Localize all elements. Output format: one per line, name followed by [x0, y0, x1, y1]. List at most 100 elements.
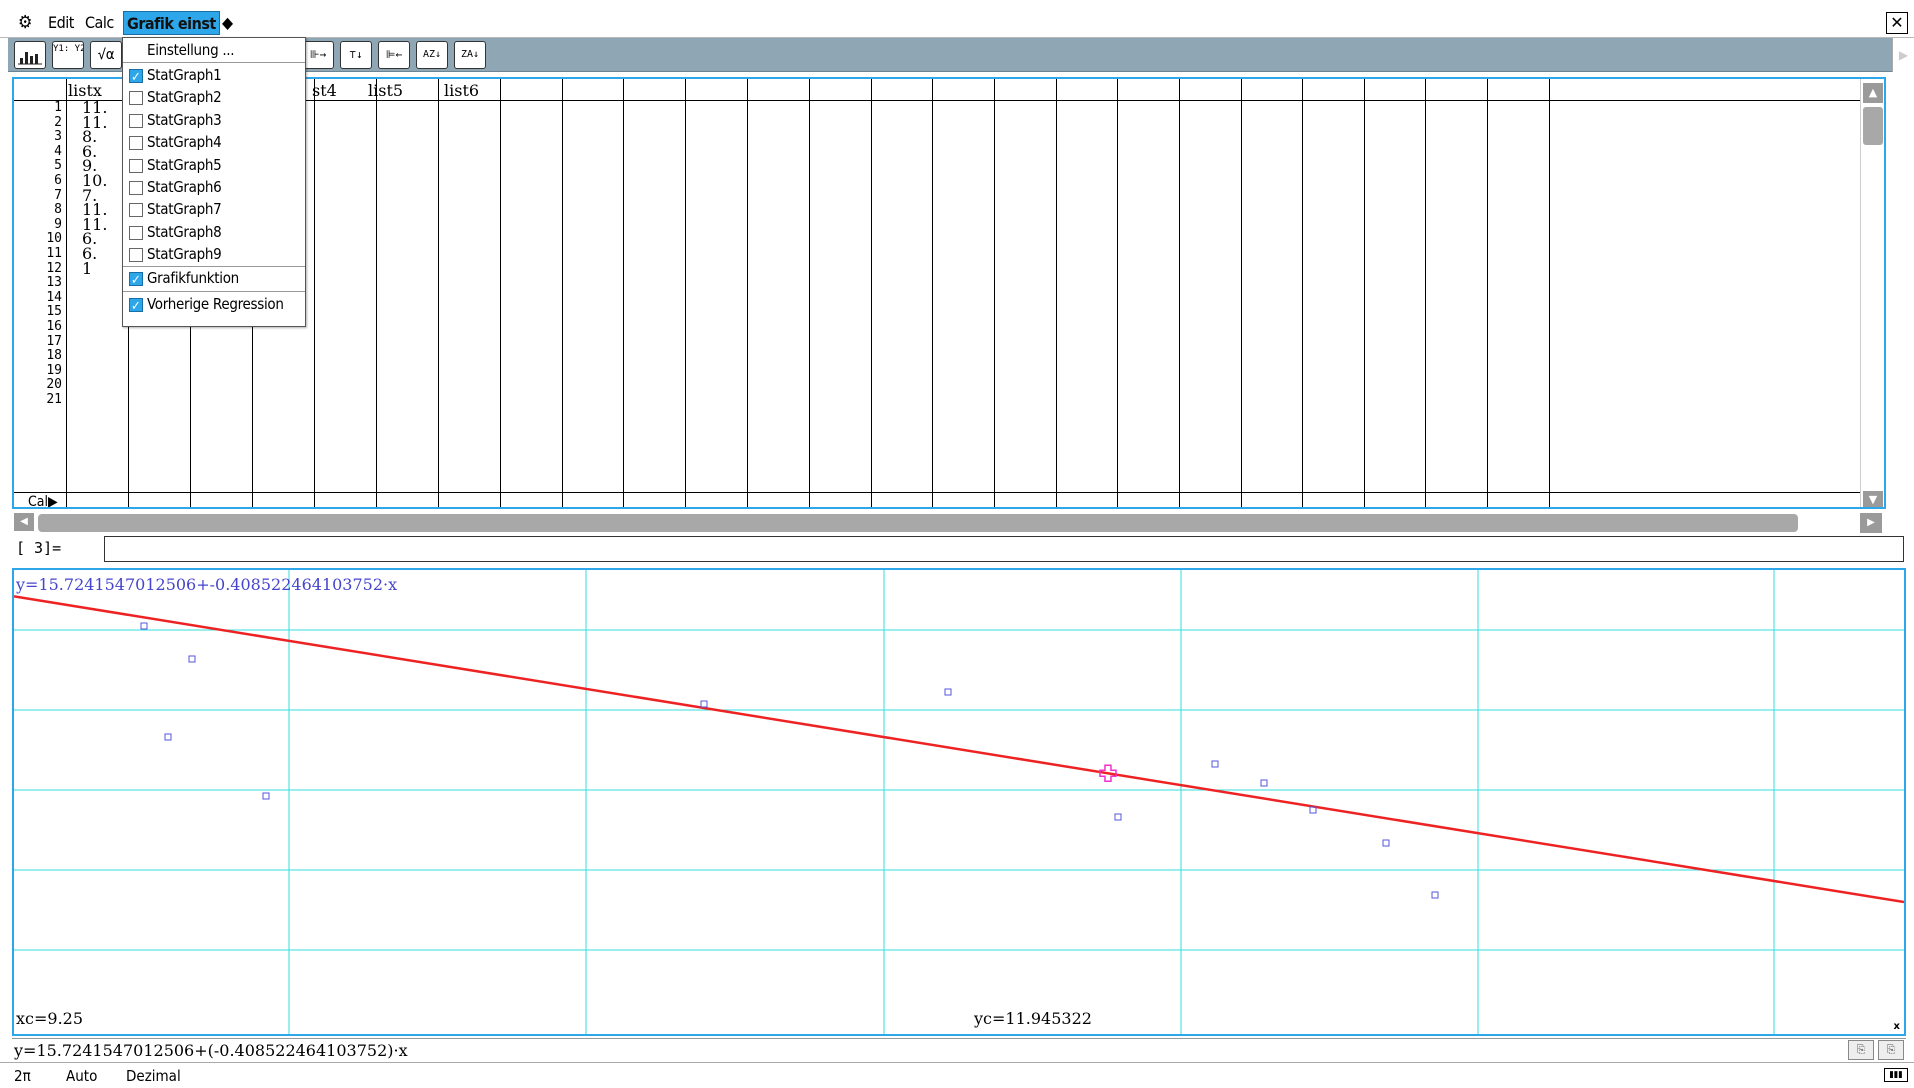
row-number[interactable]: 17 [46, 333, 62, 349]
scroll-down-icon[interactable]: ▼ [1863, 491, 1883, 507]
listx-cell[interactable]: 11. [82, 112, 108, 132]
menu-item-statgraph5[interactable]: StatGraph5 [123, 154, 305, 177]
cal-label[interactable]: Cal▶ [28, 494, 58, 509]
insert-row-icon[interactable]: ⊤↓ [340, 41, 372, 69]
row-number[interactable]: 7 [54, 187, 62, 203]
horizontal-scroll-thumb[interactable] [38, 514, 1798, 532]
statgraph-label: StatGraph3 [147, 110, 222, 129]
statgraph-checkbox[interactable] [129, 113, 143, 128]
paste-icon[interactable]: ⎘ [1878, 1040, 1904, 1060]
toolbar-scroll-right-icon[interactable]: ▶ [1892, 38, 1914, 72]
listx-cell[interactable]: 11. [82, 200, 108, 220]
statgraph-checkbox[interactable] [129, 203, 143, 218]
sqrt-alpha-icon[interactable]: √α [90, 41, 122, 69]
vertical-scrollbar[interactable]: ▲ ▼ [1860, 79, 1884, 507]
menu-item-statgraph1[interactable]: StatGraph1 [123, 64, 305, 89]
menu-more-icon[interactable]: ◆ [222, 13, 233, 32]
listx-cell[interactable]: 6. [82, 141, 98, 161]
menu-edit[interactable]: Edit [48, 13, 74, 32]
listx-cell[interactable]: 10. [82, 171, 108, 190]
column-divider [376, 79, 377, 507]
column-header-list6[interactable]: list6 [444, 81, 480, 100]
column-divider [314, 79, 315, 507]
column-header-list4[interactable]: st4 [312, 81, 337, 100]
row-number[interactable]: 1 [54, 100, 62, 115]
menu-item-statgraph8[interactable]: StatGraph8 [123, 221, 305, 244]
sort-ascending-icon[interactable]: AZ↓ [416, 41, 448, 69]
row-number[interactable]: 9 [54, 216, 62, 232]
horizontal-scrollbar[interactable]: ◀ ▶ [12, 511, 1886, 533]
statgraph-checkbox[interactable] [129, 248, 143, 263]
listx-cell[interactable]: 1 [82, 258, 93, 278]
menu-calc[interactable]: Calc [85, 13, 114, 32]
scroll-up-icon[interactable]: ▲ [1863, 83, 1883, 103]
row-number[interactable]: 13 [46, 275, 62, 291]
row-number[interactable]: 20 [46, 377, 62, 393]
menu-item-statgraph7[interactable]: StatGraph7 [123, 198, 305, 221]
listx-cell[interactable]: 6. [82, 229, 98, 249]
vertical-scroll-thumb[interactable] [1863, 107, 1883, 145]
menu-item-statgraph2[interactable]: StatGraph2 [123, 86, 305, 109]
row-number[interactable]: 15 [46, 304, 62, 320]
statgraph-checkbox[interactable] [129, 158, 143, 173]
menu-grafik-einst[interactable]: Grafik einst [123, 11, 220, 35]
copy-icon[interactable]: ⎘ [1848, 1040, 1874, 1060]
column-header-listx[interactable]: listx [68, 81, 102, 100]
row-number[interactable]: 5 [54, 158, 62, 174]
statgraph-checkbox[interactable] [129, 225, 143, 240]
x-axis-marker: x [1893, 1021, 1900, 1032]
y-editor-icon[interactable]: Y1: Y2: [52, 41, 84, 69]
menu-item-statgraph9[interactable]: StatGraph9 [123, 243, 305, 266]
row-number[interactable]: 3 [54, 129, 62, 145]
vorherige-regression-checkbox[interactable] [129, 295, 143, 318]
menu-item-statgraph4[interactable]: StatGraph4 [123, 131, 305, 154]
column-divider [1241, 79, 1242, 507]
listx-cell[interactable]: 11. [82, 98, 108, 117]
listx-cell[interactable]: 11. [82, 214, 108, 234]
formula-text[interactable]: y=15.7241547012506+(-0.408522464103752)·… [14, 1041, 408, 1060]
angle-mode[interactable]: 2π [14, 1067, 31, 1085]
insert-column-icon[interactable]: ⊪→ [302, 41, 334, 69]
row-number[interactable]: 4 [54, 143, 62, 159]
menu-item-einstellung[interactable]: Einstellung ... [123, 39, 305, 62]
row-number[interactable]: 2 [54, 114, 62, 130]
row-number[interactable]: 16 [46, 319, 62, 334]
delete-column-icon[interactable]: ⊫← [378, 41, 410, 69]
listx-cell[interactable]: 7. [82, 185, 98, 205]
row-number[interactable]: 12 [46, 260, 62, 276]
statgraph-checkbox[interactable] [129, 66, 143, 89]
graph-icon[interactable] [14, 41, 46, 69]
row-number[interactable]: 18 [46, 348, 62, 364]
row-number[interactable]: 14 [46, 289, 62, 305]
row-number[interactable]: 19 [46, 362, 62, 378]
calc-mode[interactable]: Auto [66, 1067, 98, 1085]
gear-icon[interactable]: ⚙ [18, 12, 33, 33]
menu-item-grafikfunktion[interactable]: Grafikfunktion [123, 267, 305, 292]
statgraph-checkbox[interactable] [129, 136, 143, 151]
column-header-list5[interactable]: list5 [368, 81, 404, 100]
row-number[interactable]: 10 [46, 231, 62, 247]
menu-item-vorherige-regression[interactable]: Vorherige Regression [123, 293, 305, 318]
close-button[interactable]: ✕ [1886, 12, 1908, 34]
menu-item-statgraph3[interactable]: StatGraph3 [123, 109, 305, 132]
listx-cell[interactable]: 9. [82, 156, 98, 176]
statgraph-checkbox[interactable] [129, 91, 143, 106]
graph-window[interactable]: y=15.7241547012506+-0.408522464103752·x … [12, 568, 1906, 1036]
listx-cell[interactable]: 8. [82, 127, 98, 147]
row-number[interactable]: 8 [54, 202, 62, 218]
sort-descending-icon[interactable]: ZA↓ [454, 41, 486, 69]
menu-item-statgraph6[interactable]: StatGraph6 [123, 176, 305, 199]
scroll-right-icon[interactable]: ▶ [1860, 513, 1882, 533]
status-bar: 2π Auto Dezimal ▮▮▮ [0, 1062, 1914, 1088]
number-format[interactable]: Dezimal [126, 1067, 181, 1085]
row-number[interactable]: 11 [46, 246, 62, 261]
cell-input-field[interactable] [104, 536, 1904, 562]
scroll-left-icon[interactable]: ◀ [14, 513, 34, 531]
row-number[interactable]: 6 [54, 173, 62, 188]
statgraph-checkbox[interactable] [129, 181, 143, 195]
listx-cell[interactable]: 6. [82, 244, 98, 263]
data-point [1260, 779, 1268, 787]
grafikfunktion-checkbox[interactable] [129, 269, 143, 292]
row-number[interactable]: 21 [46, 392, 62, 407]
grafik-einst-dropdown: Einstellung ... StatGraph1 StatGraph2 Stat… [122, 37, 306, 327]
